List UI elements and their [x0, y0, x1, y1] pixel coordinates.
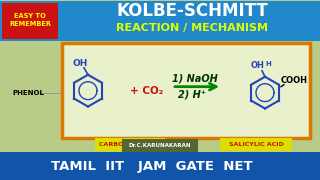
Text: COOH: COOH — [281, 76, 308, 85]
Text: TAMIL  IIT   JAM  GATE  NET: TAMIL IIT JAM GATE NET — [51, 160, 253, 173]
Text: OH: OH — [251, 61, 265, 70]
Text: + CO₂: + CO₂ — [130, 86, 164, 96]
Text: Dr.C.KARUNAKARAN: Dr.C.KARUNAKARAN — [129, 143, 191, 148]
Text: EASY TO
REMEMBER: EASY TO REMEMBER — [9, 13, 51, 27]
Bar — [122, 139, 198, 152]
Text: KOLBE-SCHMITT: KOLBE-SCHMITT — [116, 2, 268, 20]
Bar — [2, 3, 58, 39]
Bar — [0, 1, 320, 41]
Bar — [220, 138, 292, 151]
Bar — [0, 152, 320, 180]
Text: CARBON DIOXIDE: CARBON DIOXIDE — [100, 142, 161, 147]
Text: OH: OH — [72, 59, 88, 68]
Bar — [95, 138, 165, 151]
Text: SALICYLIC ACID: SALICYLIC ACID — [228, 142, 284, 147]
Text: H: H — [265, 61, 271, 67]
Text: 1) NaOH: 1) NaOH — [172, 74, 218, 84]
Text: PHENOL: PHENOL — [12, 90, 44, 96]
Bar — [62, 43, 310, 138]
Text: REACTION / MECHANISM: REACTION / MECHANISM — [116, 23, 268, 33]
Text: 2) H⁺: 2) H⁺ — [178, 90, 206, 100]
